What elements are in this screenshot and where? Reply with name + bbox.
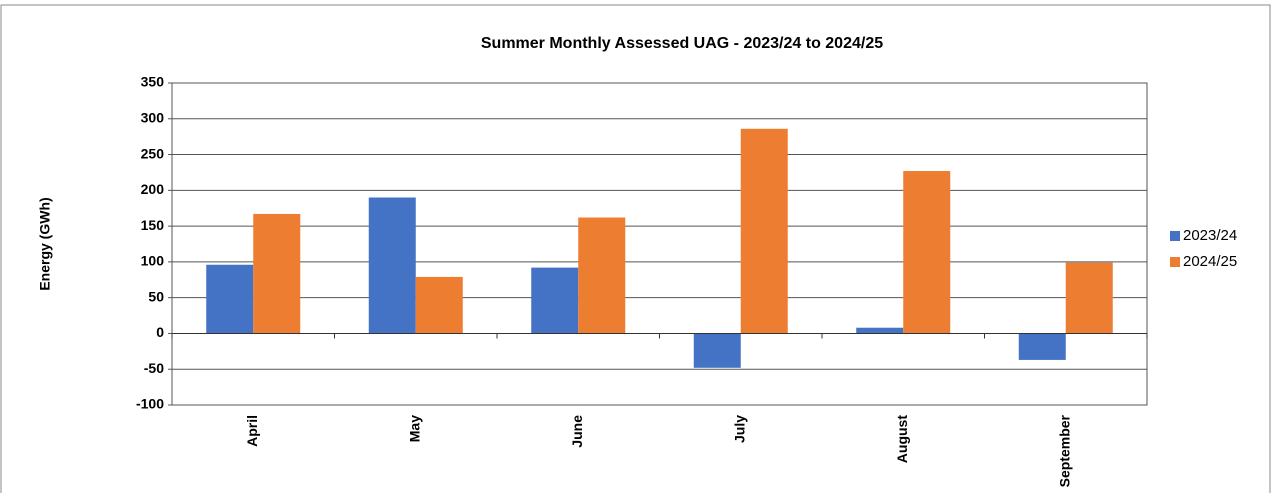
y-tick-label: -50 xyxy=(144,360,164,376)
y-tick-label: 150 xyxy=(141,217,165,233)
bar xyxy=(740,128,788,334)
x-tick-label: July xyxy=(731,415,747,443)
bar xyxy=(415,276,463,334)
bar xyxy=(578,217,626,334)
y-tick-label: 300 xyxy=(141,109,165,125)
legend-label: 2024/25 xyxy=(1183,253,1237,270)
y-tick-label: -100 xyxy=(136,396,164,412)
bar xyxy=(693,333,741,368)
bar xyxy=(1065,262,1113,334)
bar xyxy=(531,267,579,334)
x-tick-label: August xyxy=(894,415,910,464)
chart-title: Summer Monthly Assessed UAG - 2023/24 to… xyxy=(481,35,883,52)
y-tick-label: 50 xyxy=(148,288,164,304)
y-tick-label: 250 xyxy=(141,145,165,161)
y-tick-label: 100 xyxy=(141,253,165,269)
y-axis-label: Energy (GWh) xyxy=(37,197,53,290)
plot-border xyxy=(171,82,1148,406)
legend-label: 2023/24 xyxy=(1183,227,1237,244)
chart-frame xyxy=(0,4,1271,493)
bar xyxy=(206,264,254,334)
y-tick-label: 200 xyxy=(141,181,165,197)
x-tick-label: June xyxy=(569,415,585,448)
legend-swatch xyxy=(1170,257,1180,267)
bar xyxy=(1018,333,1066,360)
x-tick-label: April xyxy=(244,415,260,447)
bar xyxy=(856,327,904,334)
y-tick-label: 350 xyxy=(141,74,165,90)
bar xyxy=(903,171,951,334)
x-tick-label: May xyxy=(406,415,422,442)
bar xyxy=(253,213,301,334)
x-tick-label: September xyxy=(1056,414,1072,487)
legend-swatch xyxy=(1170,231,1180,241)
bar xyxy=(368,197,416,334)
y-tick-label: 0 xyxy=(156,324,164,340)
